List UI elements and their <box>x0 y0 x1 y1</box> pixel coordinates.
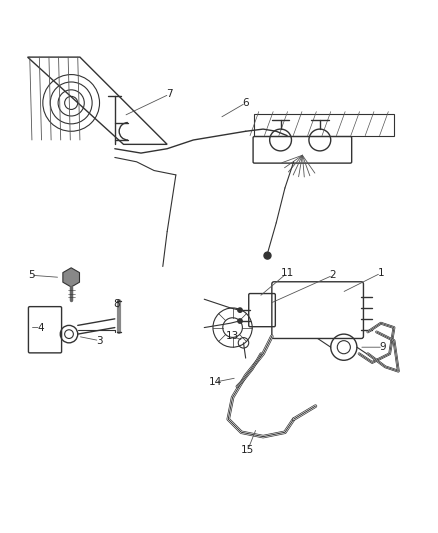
Text: 11: 11 <box>280 268 293 278</box>
Text: 2: 2 <box>329 270 336 280</box>
Text: 4: 4 <box>37 322 44 333</box>
Polygon shape <box>63 268 79 287</box>
Circle shape <box>263 252 270 259</box>
Text: 13: 13 <box>226 332 239 341</box>
Text: 5: 5 <box>28 270 34 280</box>
Circle shape <box>237 308 242 312</box>
Text: 6: 6 <box>242 98 248 108</box>
Text: 3: 3 <box>96 336 102 346</box>
Text: 7: 7 <box>166 89 172 99</box>
Text: 9: 9 <box>379 342 385 352</box>
Text: 14: 14 <box>208 377 221 387</box>
Text: 1: 1 <box>377 268 383 278</box>
Circle shape <box>237 319 242 323</box>
Text: 8: 8 <box>113 298 120 309</box>
Text: 15: 15 <box>240 445 254 455</box>
